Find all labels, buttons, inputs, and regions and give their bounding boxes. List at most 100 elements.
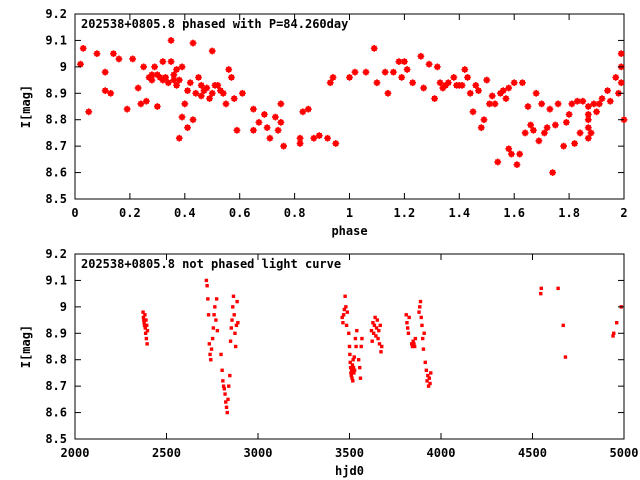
- phased-data-point: [494, 158, 502, 166]
- unphased-data-point: [143, 326, 147, 330]
- phased-x-tick-label: 1.2: [394, 206, 416, 220]
- unphased-data-point: [359, 344, 363, 349]
- unphased-data-point: [423, 360, 427, 365]
- phased-data-point: [217, 87, 224, 95]
- unphased-data-point: [352, 368, 357, 372]
- unphased-data-point: [141, 310, 145, 314]
- unphased-data-point: [141, 315, 146, 320]
- unphased-data-point: [226, 397, 230, 402]
- phased-data-point: [266, 134, 274, 142]
- unphased-data-point: [377, 328, 381, 333]
- phased-data-point: [584, 134, 592, 142]
- unphased-data-point: [404, 313, 408, 317]
- unphased-data-point: [348, 352, 352, 357]
- unphased-data-point: [417, 310, 421, 314]
- phased-y-axis-label: I[mag]: [19, 85, 33, 128]
- unphased-data-point: [145, 323, 149, 328]
- phased-data-point: [584, 124, 592, 132]
- phased-data-point: [521, 129, 529, 137]
- phased-data-point: [584, 103, 592, 110]
- unphased-data-point: [348, 365, 353, 370]
- unphased-data-point: [418, 305, 422, 309]
- phased-data-point: [398, 74, 406, 81]
- unphased-x-tick-label: 3500: [335, 446, 364, 460]
- unphased-data-points: [141, 278, 623, 415]
- unphased-data-point: [142, 321, 146, 325]
- unphased-data-point: [215, 328, 220, 333]
- phased-data-point: [395, 58, 403, 65]
- unphased-data-point: [351, 358, 355, 362]
- unphased-data-point: [370, 339, 374, 343]
- phased-data-point: [85, 108, 93, 116]
- phased-data-point: [612, 74, 620, 81]
- unphased-x-tick-label: 3000: [244, 446, 273, 460]
- phased-data-point: [538, 100, 546, 108]
- phased-data-point: [472, 81, 480, 89]
- phased-data-point: [617, 50, 625, 58]
- unphased-data-point: [144, 318, 148, 322]
- phased-data-point: [304, 105, 312, 113]
- unphased-y-axis-label: I[mag]: [19, 325, 33, 368]
- unphased-y-tick-label: 9.2: [45, 247, 67, 261]
- phased-data-point: [208, 47, 216, 55]
- phased-data-point: [362, 68, 370, 76]
- unphased-data-point: [234, 323, 239, 328]
- phased-data-point: [274, 126, 282, 134]
- phased-data-point: [573, 97, 581, 105]
- unphased-data-point: [371, 321, 375, 325]
- phased-data-point: [442, 81, 449, 89]
- phased-x-tick-label: 1.6: [503, 206, 525, 220]
- phased-data-point: [142, 97, 150, 105]
- phased-data-point: [148, 76, 156, 84]
- phased-data-point: [431, 95, 438, 102]
- unphased-data-point: [142, 323, 147, 328]
- phased-data-point: [239, 89, 246, 97]
- phased-data-point: [370, 44, 378, 52]
- phased-data-point: [417, 52, 425, 60]
- phased-data-point: [77, 60, 84, 68]
- unphased-data-point: [350, 363, 355, 367]
- phased-data-point: [381, 68, 389, 76]
- phased-data-point: [499, 87, 507, 95]
- unphased-data-point: [405, 321, 409, 325]
- unphased-data-point: [343, 294, 347, 298]
- phased-data-point: [181, 100, 189, 108]
- phased-data-point: [173, 66, 180, 73]
- unphased-data-point: [347, 344, 352, 349]
- phased-data-point: [197, 81, 205, 89]
- phased-data-point: [439, 84, 447, 92]
- unphased-data-point: [411, 339, 415, 343]
- unphased-data-point: [142, 318, 146, 322]
- phased-data-point: [137, 100, 145, 108]
- phased-data-point: [595, 100, 603, 108]
- unphased-data-point: [231, 305, 235, 309]
- phased-data-point: [178, 113, 186, 121]
- phased-x-tick-label: 0.6: [229, 206, 251, 220]
- phased-data-point: [101, 87, 109, 95]
- unphased-y-tick-label: 9: [60, 300, 67, 314]
- unphased-x-tick-label: 2000: [61, 446, 90, 460]
- unphased-data-point: [413, 336, 418, 341]
- unphased-data-point: [231, 294, 236, 298]
- unphased-data-point: [425, 379, 429, 383]
- phased-data-point: [280, 142, 288, 150]
- unphased-data-point: [427, 376, 431, 380]
- phased-x-tick-label: 1: [346, 206, 353, 220]
- phased-data-point: [324, 134, 331, 142]
- unphased-data-point: [204, 278, 209, 283]
- phased-data-point: [502, 95, 510, 102]
- unphased-data-point: [220, 368, 224, 372]
- phased-data-point: [535, 137, 543, 145]
- phased-y-tick-label: 8.5: [45, 192, 67, 206]
- phased-data-point: [584, 111, 592, 118]
- unphased-data-point: [369, 328, 374, 333]
- unphased-data-point: [356, 358, 361, 362]
- unphased-data-point: [374, 334, 378, 338]
- phased-data-point: [593, 108, 600, 116]
- phased-data-point: [203, 84, 211, 92]
- phased-data-point: [510, 79, 518, 87]
- phased-data-point: [208, 89, 216, 97]
- unphased-y-tick-label: 8.5: [45, 432, 67, 446]
